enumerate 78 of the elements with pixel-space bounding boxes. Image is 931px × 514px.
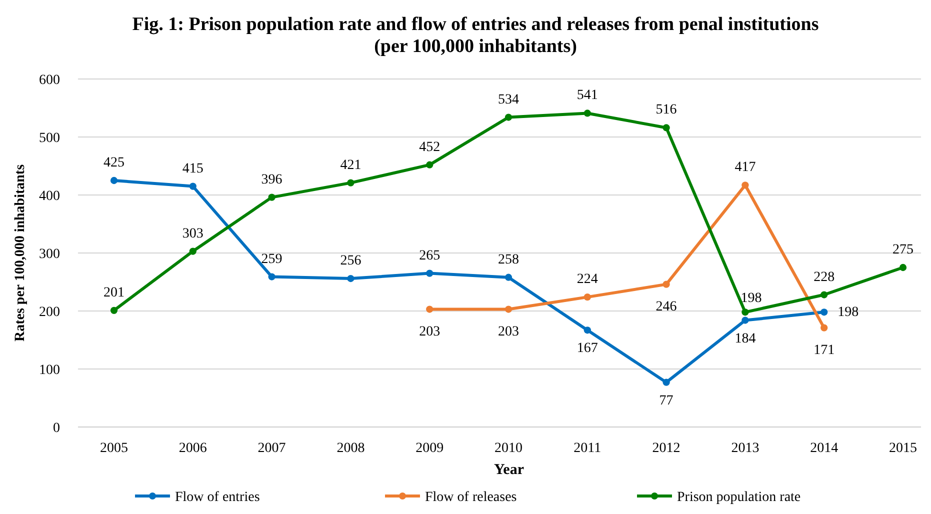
data-label: 396 [261,172,282,188]
point [584,294,591,301]
data-label: 201 [104,285,124,300]
point [426,306,434,313]
x-tick-label: 2014 [810,441,838,456]
x-tick-label: 2011 [574,441,602,456]
point [662,378,670,386]
data-label: 421 [340,158,362,173]
x-tick-label: 2006 [178,441,207,456]
x-tick-label: 2007 [258,441,286,456]
data-label: 425 [104,156,124,170]
data-label: 516 [656,102,677,118]
y-tick-label: 200 [39,305,60,320]
y-axis-title: Rates per 100,000 inhabitants [13,164,28,342]
data-label: 203 [419,324,440,340]
data-label: 415 [182,161,204,176]
legend-label: Flow of entries [175,490,260,505]
point [426,270,434,277]
point [347,179,354,186]
data-label: 541 [576,88,598,104]
legend-label: Flow of releases [425,490,517,505]
point [820,291,828,298]
point [504,306,512,313]
data-label: 259 [261,252,282,267]
y-tick-label: 500 [39,131,60,146]
data-label: 198 [740,291,762,306]
point [110,176,118,184]
data-label: 228 [814,270,835,285]
point [268,273,276,280]
x-tick-label: 2010 [494,441,522,456]
legend-label: Prison population rate [677,490,801,505]
data-label: 258 [498,252,519,268]
x-tick-label: 2005 [100,441,128,456]
y-tick-label: 400 [39,189,60,204]
x-tick-label: 2012 [652,441,680,456]
point [347,274,354,282]
y-tick-label: 100 [39,363,60,378]
point [504,114,512,121]
data-label: 203 [498,324,519,340]
data-label: 265 [419,248,440,264]
point [820,324,828,332]
x-tick-label: 2008 [336,441,365,456]
data-label: 224 [576,272,598,288]
chart-title: Fig. 1: Prison population rate and flow of entries and releases from penal institutions (per 100,000 inhabitants) [132,14,819,57]
point [662,280,670,288]
y-tick-label: 600 [39,73,60,88]
data-label: 452 [419,140,440,155]
y-tick-label: 0 [53,421,60,436]
point [899,264,907,272]
data-label: 534 [498,92,519,108]
point [584,110,591,117]
x-tick-label: 2015 [889,441,917,456]
point [189,182,196,190]
point [742,316,749,324]
point [426,161,434,168]
point [504,274,512,281]
data-label: 171 [814,342,835,358]
point [742,308,749,316]
x-axis-title: Year [494,462,524,478]
point [268,194,276,201]
y-tick-label: 300 [39,247,60,262]
data-label: 275 [892,242,914,258]
data-label: 256 [340,254,362,269]
data-label: 198 [838,305,859,320]
point [662,124,670,132]
x-tick-label: 2013 [731,441,760,456]
x-tick-label: 2009 [416,441,444,456]
point [584,326,591,334]
point [110,306,118,314]
data-label: 417 [734,160,756,176]
point [742,182,749,189]
data-label: 303 [182,226,204,242]
point [189,248,196,255]
data-label: 246 [656,299,677,314]
data-label: 167 [576,341,598,356]
point [820,308,828,316]
data-label: 184 [734,331,756,346]
data-label: 77 [659,393,674,408]
